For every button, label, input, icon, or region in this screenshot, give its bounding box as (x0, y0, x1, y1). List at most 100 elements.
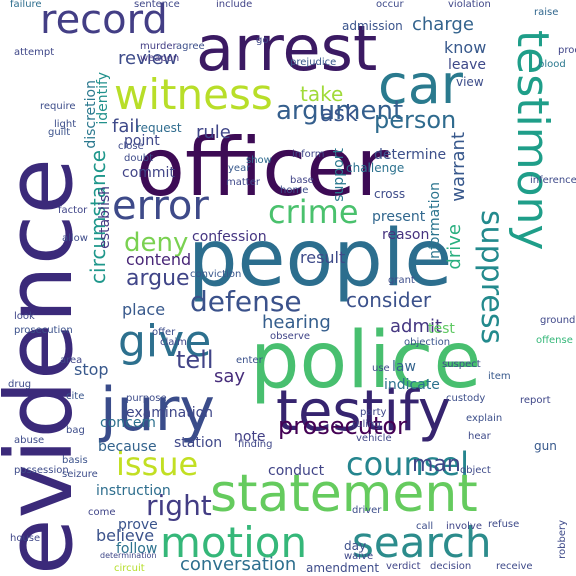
word: receive (496, 561, 533, 572)
word: establish (97, 186, 113, 249)
word: conversation (180, 554, 297, 575)
word: grant (388, 275, 415, 286)
word: home (280, 185, 309, 196)
word: believe (96, 526, 155, 545)
word: observe (270, 331, 311, 342)
word: sentence (134, 0, 180, 10)
word: objection (404, 337, 451, 348)
word: house (10, 533, 41, 544)
word: challenge (346, 161, 405, 175)
word: gun (534, 439, 557, 453)
word: prove (118, 517, 158, 533)
word: identify (95, 72, 111, 125)
word: police (250, 316, 482, 406)
word: abuse (14, 435, 45, 446)
word: bag (66, 425, 85, 436)
word: admission (342, 19, 403, 33)
word: follow (116, 541, 158, 557)
word: reason (382, 227, 430, 243)
word: take (300, 82, 344, 106)
word: allow (62, 233, 88, 244)
word: leave (448, 57, 486, 73)
word: ground (540, 315, 576, 326)
word: decision (430, 561, 472, 572)
word: charge (412, 14, 474, 35)
word: finding (238, 439, 273, 450)
word: view (456, 75, 484, 89)
word: drug (8, 379, 32, 390)
word: prejudice (290, 57, 337, 68)
word: admit (390, 316, 443, 337)
word: attempt (14, 47, 55, 58)
word: seizure (62, 469, 98, 480)
word: people (188, 214, 453, 304)
word: support (331, 148, 347, 202)
word: base (290, 175, 314, 186)
word: consider (346, 288, 432, 312)
word: person (374, 106, 457, 134)
word: warrant (448, 132, 469, 202)
word: look (14, 311, 35, 322)
word: waive (344, 551, 374, 562)
word: custody (446, 393, 486, 404)
word: proof (558, 45, 576, 56)
word: prosecutor (278, 412, 407, 440)
word: say (214, 366, 246, 387)
word: rule (196, 122, 231, 143)
word: point (124, 133, 160, 149)
word: review (118, 48, 178, 69)
word: prosecution (14, 325, 73, 336)
word: driver (352, 505, 382, 516)
word: ruling (352, 419, 381, 430)
word: occur (376, 0, 404, 10)
word: weapon (140, 53, 180, 64)
word: instruction (96, 483, 171, 499)
word: raise (534, 7, 559, 18)
word: indicate (384, 377, 440, 393)
word: require (40, 101, 76, 112)
word: violation (448, 0, 491, 10)
word: show (246, 155, 272, 166)
word: place (122, 300, 166, 319)
word: inference (530, 175, 576, 186)
word: present (372, 209, 426, 225)
word: concern (100, 415, 156, 431)
word: agree (176, 41, 205, 52)
word: witness (114, 70, 273, 119)
word: confession (192, 229, 267, 245)
word: guilt (48, 127, 71, 138)
word: contend (126, 250, 192, 269)
word: suppress (474, 210, 509, 345)
word: cite (66, 391, 85, 402)
word: item (488, 371, 511, 382)
word: error (112, 183, 209, 229)
word: motion (160, 518, 308, 567)
word: explain (466, 413, 503, 424)
word: determine (374, 147, 447, 163)
word: testimony (507, 30, 558, 251)
word: come (88, 507, 116, 518)
word: purpose (126, 393, 167, 404)
word: arrest (196, 12, 378, 85)
word: conduct (268, 463, 325, 479)
word: offer (152, 327, 176, 338)
word: area (60, 355, 83, 366)
word: jury (100, 375, 215, 445)
word: car (378, 53, 463, 116)
word: cross (374, 187, 406, 201)
word: include (216, 0, 253, 10)
word: use (372, 363, 390, 374)
word: determination (100, 551, 157, 560)
word: involve (446, 521, 483, 532)
word: information (427, 182, 443, 263)
word: because (98, 439, 157, 455)
word: basis (62, 455, 88, 466)
word: light (54, 119, 77, 130)
word: claim (160, 337, 187, 348)
word: officer (136, 121, 389, 214)
word: man (412, 452, 461, 477)
word: failure (10, 0, 42, 10)
word: give (118, 316, 212, 367)
word: verdict (386, 561, 421, 572)
